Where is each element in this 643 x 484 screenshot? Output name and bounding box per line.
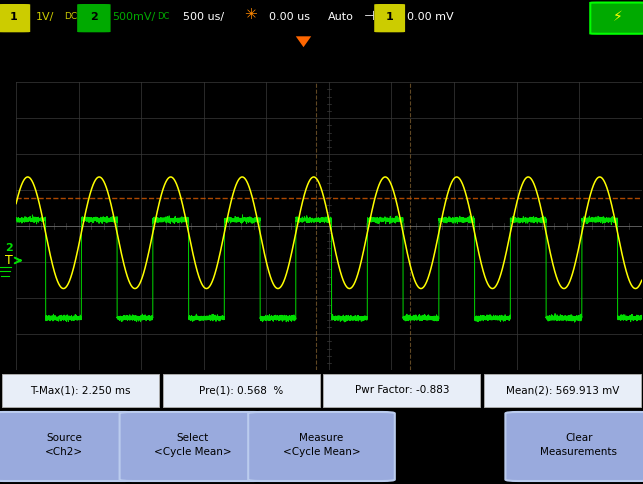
FancyBboxPatch shape	[323, 375, 480, 407]
Text: T-Max(1): 2.250 ms: T-Max(1): 2.250 ms	[30, 385, 131, 395]
FancyBboxPatch shape	[590, 2, 643, 34]
Text: 1: 1	[10, 12, 17, 22]
Text: 0.00 mV: 0.00 mV	[407, 12, 454, 22]
Text: T: T	[5, 254, 13, 267]
Text: Source
<Ch2>: Source <Ch2>	[45, 433, 84, 457]
Text: DC: DC	[158, 12, 170, 21]
FancyBboxPatch shape	[484, 375, 641, 407]
Text: Mean(2): 569.913 mV: Mean(2): 569.913 mV	[506, 385, 619, 395]
FancyBboxPatch shape	[163, 375, 320, 407]
FancyBboxPatch shape	[0, 412, 138, 481]
FancyBboxPatch shape	[0, 4, 30, 32]
Text: ⚡: ⚡	[613, 10, 623, 24]
Text: 500mV/: 500mV/	[113, 12, 156, 22]
Text: DC: DC	[64, 12, 77, 21]
FancyBboxPatch shape	[505, 412, 643, 481]
Text: 2: 2	[5, 243, 13, 253]
Text: Measure
<Cycle Mean>: Measure <Cycle Mean>	[283, 433, 360, 457]
Text: Clear
Measurements: Clear Measurements	[540, 433, 617, 457]
Text: Pre(1): 0.568  %: Pre(1): 0.568 %	[199, 385, 284, 395]
Text: ✳: ✳	[244, 7, 257, 22]
Polygon shape	[296, 36, 311, 47]
Text: Select
<Cycle Mean>: Select <Cycle Mean>	[154, 433, 231, 457]
Text: Pwr Factor: -0.883: Pwr Factor: -0.883	[355, 385, 449, 395]
FancyBboxPatch shape	[120, 412, 266, 481]
Text: 2: 2	[90, 12, 98, 22]
Text: 0.00 us: 0.00 us	[269, 12, 310, 22]
Text: ⊣: ⊣	[365, 10, 375, 23]
FancyBboxPatch shape	[2, 375, 159, 407]
Text: 1: 1	[386, 12, 394, 22]
FancyBboxPatch shape	[374, 4, 405, 32]
FancyBboxPatch shape	[248, 412, 395, 481]
Text: 1V/: 1V/	[35, 12, 54, 22]
Text: Auto: Auto	[328, 12, 354, 22]
FancyBboxPatch shape	[77, 4, 111, 32]
Text: 500 us/: 500 us/	[183, 12, 224, 22]
